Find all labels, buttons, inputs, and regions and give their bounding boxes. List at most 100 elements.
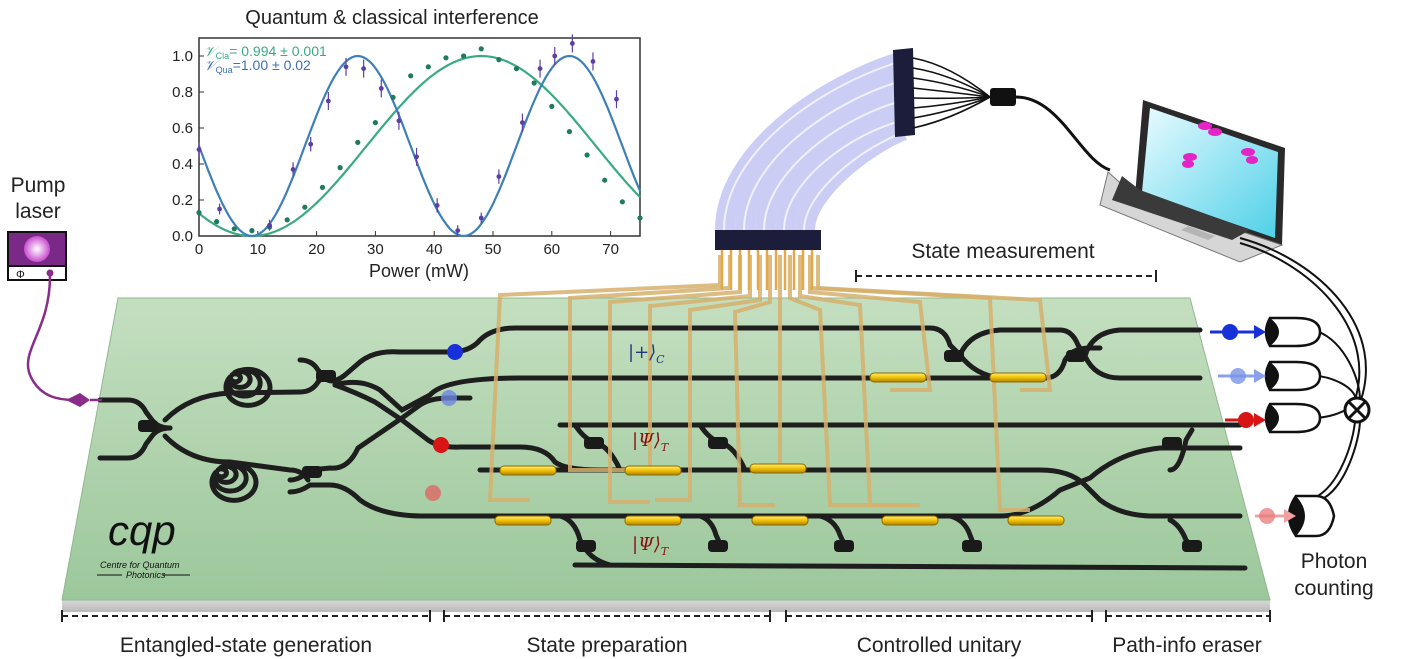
spiral-delay-top [223,366,273,408]
quantum-data-point [217,206,222,212]
photon-blue-dot [447,344,463,360]
classical-data-point [619,199,625,205]
usb-cable [1015,95,1111,172]
fiber-array-block-top [893,48,915,137]
heater [499,465,557,476]
coincidence-counter-icon [1343,396,1371,424]
fiber-pigtails [720,250,814,290]
interference-chart: Quantum & classical interference 0 10 20 30… [172,7,643,281]
classical-data-point [302,204,308,210]
pump-laser-label-line2: laser [15,200,61,223]
classical-data-point [284,217,290,223]
laptop-trackpad [1181,226,1215,240]
laptop-keyboard [1112,176,1250,240]
target-state-label-2: |Ψ⟩T [632,534,670,558]
photon-pink-dot [425,485,441,501]
heater [749,463,807,474]
fiber-array-block-bottom [715,230,821,250]
x-tick-label: 30 [367,241,384,258]
quantum-data-point [290,167,296,172]
classical-data-point [602,177,608,183]
stage-label-entangled: Entangled-state generation [120,634,372,657]
detector-3 [1264,402,1322,434]
classical-data-point [196,210,202,216]
classical-fit-line [198,54,641,238]
stage-brackets [61,610,1271,622]
quantum-data-point [196,147,202,153]
state-measurement-label: State measurement [911,240,1094,263]
quantum-data-point [520,120,525,125]
x-tick-label: 10 [249,241,266,258]
classical-data-point [443,55,449,61]
stage-label-preparation: State preparation [526,634,687,657]
heater [624,515,682,526]
quantum-fit-line [197,54,642,238]
quantum-data-point [455,228,461,234]
fiber-bundle [715,48,1111,290]
classical-data-point [496,57,502,63]
stage-label-path-eraser: Path-info eraser [1112,634,1261,657]
laser-starburst-icon [24,236,50,262]
photon-red-dot [433,437,449,453]
classical-data-point [513,66,520,72]
quantum-data-point [478,215,484,221]
classical-data-point [461,53,467,59]
photon-markers-chip [425,344,463,501]
cqp-logo: cqp Centre for Quantum Photonics [97,507,190,580]
fiber-fanout-connector [990,88,1016,106]
electrode-traces [487,255,1053,512]
classical-data-point [355,139,361,145]
laptop [1099,100,1285,263]
target-state-label-1: |Ψ⟩T [632,430,670,454]
stage-label-controlled-unitary: Controlled unitary [857,634,1022,657]
quantum-data-point [537,66,543,71]
plot-area [198,37,641,237]
detector-1 [1264,316,1322,348]
y-tick-label: 0.6 [172,120,193,137]
pump-laser-label-line1: Pump [11,174,66,197]
pump-coupler-icon [66,393,90,407]
y-tick-label: 0.0 [172,228,193,245]
classical-data-point [408,73,414,79]
chip-top-face [61,297,1271,601]
state-measurement-bracket: State measurement [855,240,1157,282]
classical-data-point [319,184,326,190]
heater [494,515,552,526]
cqp-logo-line1: Centre for Quantum [100,560,180,570]
detector-2 [1264,360,1322,392]
pump-fiber [26,275,76,402]
heater [869,372,927,383]
quantum-data-point [614,96,619,102]
quantum-data-point [396,118,402,124]
laser-port [46,269,54,277]
photon-counting-label-line1: Photon [1301,550,1368,573]
cqp-logo-line2: Photonics [126,570,166,580]
y-tick-label: 0.8 [172,84,193,101]
heater [1007,515,1065,526]
quantum-data-point [552,53,558,59]
output-photons [1210,324,1296,524]
heater [624,465,682,476]
quantum-data-point [343,64,349,70]
detector-cables [1239,237,1367,501]
chip-front-edge [62,600,1270,612]
photon-lightblue-dot [441,390,457,406]
screen-data-blobs [1182,122,1258,168]
y-tick-label: 0.4 [172,156,193,173]
x-tick-label: 60 [543,241,560,258]
heater [751,515,809,526]
quantum-data-point [267,222,272,228]
heater [989,372,1047,383]
control-state-label: |+⟩C [628,342,665,366]
classical-data-point [584,152,590,158]
classical-data-point [549,103,555,109]
single-photon-detectors [1264,316,1371,538]
quantum-data-point [361,66,367,71]
photon-counting-label-line2: counting [1294,577,1373,600]
quantum-data-point [308,141,314,147]
thermo-optic-heaters [494,372,1065,526]
classical-data-point [425,64,431,70]
laptop-screen [1142,108,1278,238]
laser-phi-icon: Φ [16,269,25,281]
